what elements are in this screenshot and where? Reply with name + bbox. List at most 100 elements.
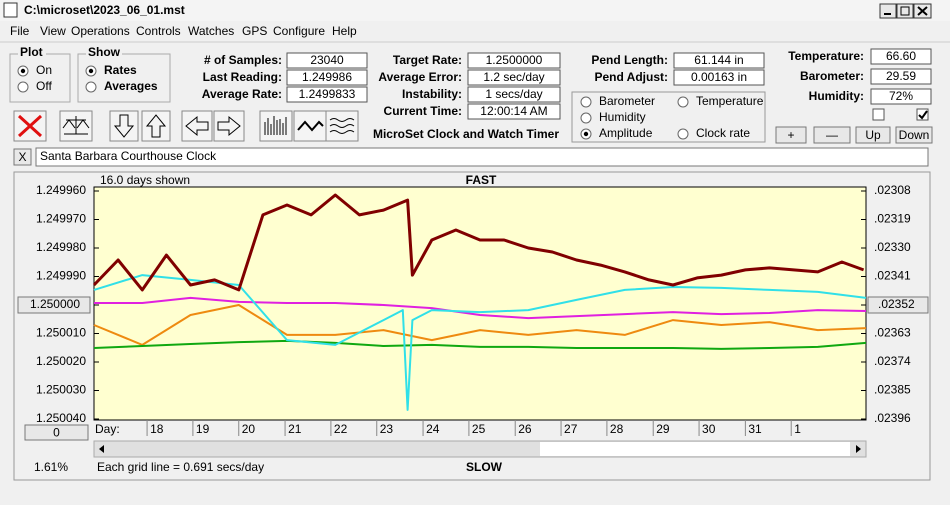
- field-box: [870, 68, 932, 85]
- field-box: [673, 69, 765, 86]
- radio[interactable]: [580, 96, 592, 108]
- plot: [92, 193, 867, 411]
- x-tick-label: 25: [472, 422, 486, 436]
- left-button[interactable]: [181, 110, 213, 142]
- y-tick-label: 1.250020: [36, 354, 86, 368]
- maximize[interactable]: [896, 3, 914, 19]
- field-value: 72%: [889, 89, 913, 103]
- fast-label: FAST: [466, 173, 497, 187]
- show-option: Rates: [104, 63, 137, 77]
- y-tick-label: 1.249990: [36, 269, 86, 283]
- field-label: Temperature:: [788, 49, 864, 63]
- radio[interactable]: [677, 96, 689, 108]
- clock-close[interactable]: [13, 148, 32, 166]
- y2-tick-label: .02396: [874, 411, 911, 425]
- field-box: [467, 86, 561, 103]
- radio[interactable]: [17, 81, 29, 93]
- field-label: Pend Adjust:: [594, 70, 668, 84]
- field-box: [870, 88, 932, 105]
- window-title: C:\microset\2023_06_01.mst: [24, 3, 185, 17]
- y2-tick-label: .02374: [874, 354, 911, 368]
- show-group: [77, 53, 171, 103]
- field-label: Average Rate:: [202, 87, 282, 101]
- series-line: [94, 296, 867, 320]
- clock-name: Santa Barbara Courthouse Clock: [40, 149, 217, 163]
- clock-name-box[interactable]: [35, 147, 929, 167]
- minimize[interactable]: [879, 3, 897, 19]
- legend-label: Clock rate: [696, 126, 750, 140]
- radio[interactable]: [85, 81, 97, 93]
- wave-button[interactable]: [293, 110, 327, 142]
- field-box: [467, 69, 561, 86]
- checkbox[interactable]: [872, 108, 885, 121]
- field-value: 0.00163 in: [691, 70, 747, 84]
- x-tick-label: 29: [656, 422, 670, 436]
- window-buttons[interactable]: [879, 3, 932, 19]
- scroll-right: [856, 445, 861, 453]
- app-caption: MicroSet Clock and Watch Timer: [373, 127, 559, 141]
- y2-tick-label: .02319: [874, 212, 911, 226]
- y2-tick-label: .02308: [874, 183, 911, 197]
- x-tick-label: 19: [196, 422, 210, 436]
- plot-area: [93, 186, 867, 421]
- y2-tick-label: .02363: [874, 326, 911, 340]
- menu-item[interactable]: Configure: [273, 24, 325, 38]
- menu-item[interactable]: Operations: [71, 24, 130, 38]
- adjust-button[interactable]: [855, 126, 891, 144]
- y2-tick-label: .02330: [874, 240, 911, 254]
- menu-item[interactable]: GPS: [242, 24, 267, 38]
- y-tick-label: 1.250030: [36, 383, 86, 397]
- show-group-title: Show: [88, 45, 121, 59]
- adjust-button-label: Up: [865, 128, 881, 142]
- series-line: [92, 193, 865, 292]
- radio[interactable]: [677, 128, 689, 140]
- field-value: 1.2499833: [299, 87, 356, 101]
- y2-center-button[interactable]: [867, 296, 929, 314]
- days-shown: 16.0 days shown: [100, 173, 190, 187]
- legend-label: Barometer: [599, 94, 655, 108]
- field-box: [870, 48, 932, 65]
- radio-dot: [88, 68, 94, 74]
- app-icon: [3, 2, 18, 18]
- adjust-button-label: —: [826, 128, 838, 142]
- radio-dot: [583, 131, 589, 137]
- field-label: Pend Length:: [591, 53, 668, 67]
- show-option: Averages: [104, 79, 158, 93]
- y-center-button[interactable]: [17, 296, 91, 314]
- x-tick-label: 1: [794, 422, 801, 436]
- adjust-button[interactable]: [775, 126, 807, 144]
- x-tick-label: 21: [288, 422, 302, 436]
- menu-item[interactable]: Controls: [136, 24, 181, 38]
- menu-item[interactable]: File: [10, 24, 30, 38]
- y-tick-label: 1.249970: [36, 212, 86, 226]
- legend-label: Temperature: [696, 94, 764, 108]
- menu-item[interactable]: View: [40, 24, 66, 38]
- show-title-bg: [86, 47, 122, 59]
- title-bar: [0, 0, 950, 21]
- adjust-button[interactable]: [813, 126, 851, 144]
- field-box: [467, 103, 561, 120]
- legend-label: Amplitude: [599, 126, 653, 140]
- x-tick-label: 20: [242, 422, 256, 436]
- field-value: 1.2 sec/day: [483, 70, 544, 84]
- grid-note: Each grid line = 0.691 secs/day: [97, 460, 264, 474]
- toolbar-icons[interactable]: [13, 110, 359, 142]
- waves-button[interactable]: [325, 110, 359, 142]
- field-label: Humidity:: [809, 89, 864, 103]
- field-box: [286, 69, 368, 86]
- plot-option: On: [36, 63, 52, 77]
- menu-item[interactable]: Help: [332, 24, 357, 38]
- series-select-box: [571, 91, 766, 143]
- scroll-left: [99, 445, 104, 453]
- y-tick-label: 1.249980: [36, 240, 86, 254]
- checkbox[interactable]: [916, 108, 929, 121]
- offset-button[interactable]: [24, 424, 89, 441]
- radio-dot: [20, 68, 26, 74]
- menu-item[interactable]: Watches: [188, 24, 234, 38]
- radio[interactable]: [580, 112, 592, 124]
- adjust-button-label: +: [787, 128, 794, 142]
- right-button[interactable]: [213, 110, 245, 142]
- adjust-button[interactable]: [895, 126, 933, 144]
- field-value: 66.60: [886, 49, 916, 63]
